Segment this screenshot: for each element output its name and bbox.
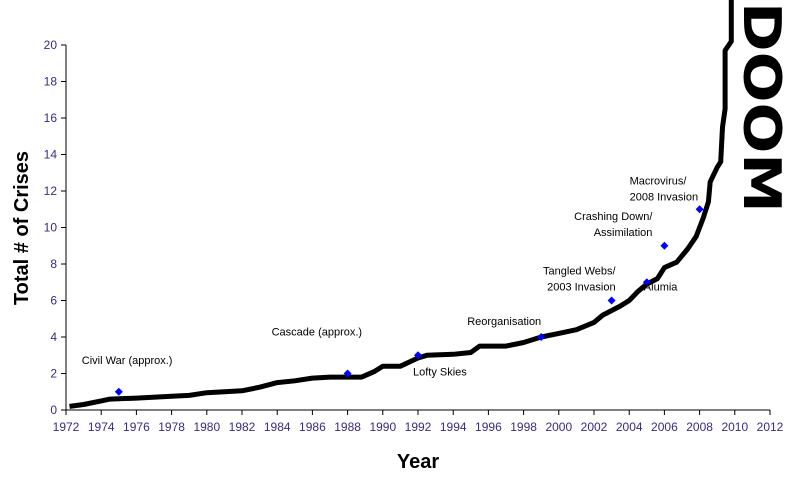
x-tick-label: 2012 xyxy=(757,420,784,434)
y-tick-label: 16 xyxy=(44,111,58,125)
axes xyxy=(61,44,771,415)
crisis-label: Assimilation xyxy=(594,227,653,239)
y-tick-label: 4 xyxy=(50,330,57,344)
crisis-label: Macrovirus/ xyxy=(630,175,688,187)
y-tick-label: 8 xyxy=(50,257,57,271)
x-tick-label: 1972 xyxy=(53,420,80,434)
y-tick-label: 20 xyxy=(44,38,58,52)
x-tick-label: 2010 xyxy=(721,420,748,434)
doom-annotation: DOOM xyxy=(731,2,791,213)
crisis-marker xyxy=(537,333,546,341)
crisis-label: 2003 Invasion xyxy=(547,282,616,294)
crisis-marker xyxy=(343,369,352,378)
crisis-label: Alumia xyxy=(644,281,679,293)
crisis-label: Reorganisation xyxy=(467,316,541,328)
x-axis-title: Year xyxy=(397,451,439,473)
crisis-marker xyxy=(642,278,651,287)
trend-line xyxy=(69,0,734,409)
x-tick-label: 1980 xyxy=(193,420,220,434)
y-tick-label: 12 xyxy=(44,184,58,198)
x-tick-label: 1998 xyxy=(510,420,537,434)
y-tick-label: 6 xyxy=(50,294,57,308)
crisis-label: Cascade (approx.) xyxy=(272,327,363,339)
crisis-marker xyxy=(607,296,616,305)
y-tick-label: 0 xyxy=(50,403,57,417)
x-tick-label: 1976 xyxy=(123,420,150,434)
crisis-label: 2008 Invasion xyxy=(630,191,699,203)
x-tick-label: 1986 xyxy=(299,420,326,434)
x-tick-label: 1988 xyxy=(334,420,361,434)
x-tick-label: 1996 xyxy=(475,420,502,434)
crisis-label: Civil War (approx.) xyxy=(82,355,173,367)
x-tick-label: 2000 xyxy=(545,420,572,434)
x-tick-label: 1982 xyxy=(229,420,256,434)
y-tick-label: 10 xyxy=(44,221,58,235)
x-tick-label: 1984 xyxy=(264,420,291,434)
x-tick-label: 1992 xyxy=(405,420,432,434)
tick-labels: 1972 1974 1976 1978 1980 1982 1984 1986 1988 1990… xyxy=(44,38,784,434)
crisis-markers: Civil War (approx.) Cascade (approx.) Loft… xyxy=(82,175,704,396)
y-tick-label: 18 xyxy=(44,75,58,89)
crisis-label: Crashing Down/ xyxy=(574,211,653,223)
crisis-marker xyxy=(114,387,123,396)
x-tick-label: 1994 xyxy=(440,420,467,434)
crisis-marker xyxy=(414,351,422,360)
crisis-marker xyxy=(695,205,704,214)
x-tick-label: 2004 xyxy=(616,420,643,434)
crisis-label: Tangled Webs/ xyxy=(543,266,617,278)
y-tick-label: 2 xyxy=(50,367,57,381)
x-tick-label: 2006 xyxy=(651,420,678,434)
x-tick-label: 1978 xyxy=(158,420,185,434)
y-axis-title: Total # of Crises xyxy=(11,151,33,305)
y-tick-label: 14 xyxy=(44,148,58,162)
x-tick-label: 1974 xyxy=(88,420,115,434)
x-tick-label: 1990 xyxy=(369,420,396,434)
x-tick-label: 2002 xyxy=(581,420,608,434)
crisis-label: Lofty Skies xyxy=(413,366,467,378)
x-tick-label: 2008 xyxy=(686,420,713,434)
crisis-marker xyxy=(660,241,669,250)
